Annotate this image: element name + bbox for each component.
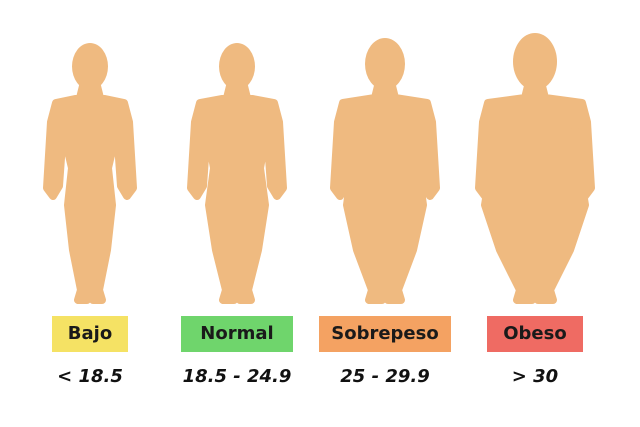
category-label: Bajo (52, 316, 128, 352)
bmi-range: > 30 (511, 366, 559, 387)
bmi-range: 25 - 29.9 (340, 366, 430, 387)
head (219, 43, 255, 90)
bmi-range: < 18.5 (57, 366, 123, 387)
body-silhouette (187, 82, 287, 304)
head (365, 38, 405, 90)
bmi-range: 18.5 - 24.9 (182, 366, 292, 387)
category-label: Obeso (487, 316, 583, 352)
head (513, 33, 557, 91)
head (72, 43, 108, 90)
category-label: Sobrepeso (319, 316, 451, 352)
body-silhouette (43, 82, 137, 304)
category-label: Normal (181, 316, 293, 352)
body-silhouette (330, 82, 440, 304)
body-silhouette (475, 82, 595, 304)
